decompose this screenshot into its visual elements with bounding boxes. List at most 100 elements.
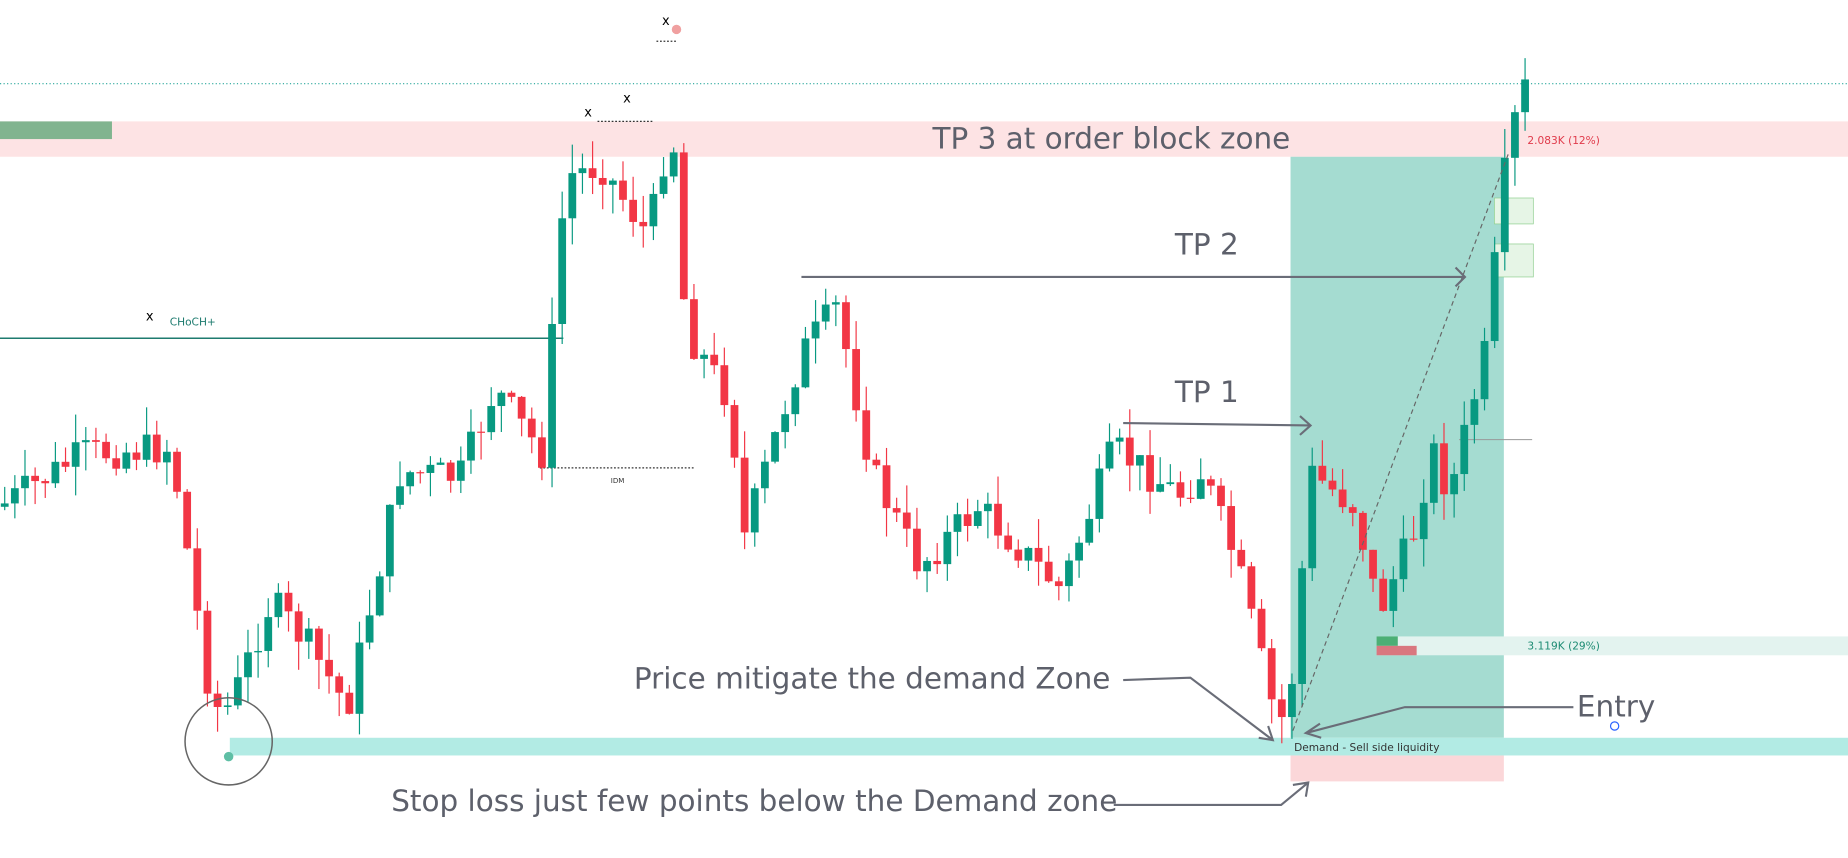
fvg-box	[1494, 243, 1534, 278]
candle-body	[558, 218, 567, 324]
candle-body	[892, 508, 901, 513]
candle-body	[497, 392, 506, 407]
candle-body	[548, 323, 556, 468]
candle-body	[375, 576, 384, 616]
annotation: Stop loss just few points below the Dema…	[391, 784, 1117, 818]
candle-body	[1044, 561, 1053, 582]
x-marker: x	[662, 14, 670, 29]
candle-body	[1511, 112, 1519, 158]
candle-body	[639, 221, 648, 227]
annotation: TP 1	[1174, 375, 1239, 409]
candle-body	[1379, 578, 1388, 611]
candle-body	[1409, 538, 1418, 540]
x-marker: x	[584, 106, 592, 121]
candle-body	[1034, 547, 1043, 562]
candle-body	[1004, 535, 1013, 550]
point	[671, 24, 682, 35]
candle-body	[1500, 157, 1509, 253]
candle-body	[659, 176, 668, 194]
candle-body	[487, 406, 496, 433]
candle-body	[831, 302, 840, 305]
candle-body	[730, 405, 739, 458]
candle-body	[264, 617, 273, 651]
candle-body	[1176, 482, 1185, 498]
candle-body	[1085, 518, 1094, 543]
candle-body	[1166, 482, 1175, 485]
candle-body	[304, 628, 313, 642]
candle-body	[953, 514, 962, 532]
candle-body	[588, 168, 597, 178]
candle-body	[1298, 568, 1306, 684]
candle-body	[1521, 79, 1529, 113]
candle-body	[102, 441, 110, 459]
candle-body	[669, 152, 678, 177]
candle-body	[132, 452, 141, 460]
candle-body	[771, 432, 779, 462]
candle-body	[811, 321, 820, 339]
annotation: TP 3 at order block zone	[931, 121, 1290, 155]
candle-body	[355, 642, 364, 714]
demand-zone	[229, 737, 1848, 756]
candle-body	[1470, 399, 1479, 425]
candle-body	[882, 465, 891, 509]
candle-body	[781, 414, 790, 433]
candle-body	[0, 503, 9, 507]
candle-body	[629, 199, 638, 222]
candle-body	[284, 592, 293, 612]
candle-body	[1024, 547, 1033, 561]
candle-body	[254, 650, 262, 653]
arrows	[801, 266, 1574, 807]
candle-body	[852, 349, 861, 411]
candle-body	[1318, 465, 1327, 481]
candle-body	[446, 462, 455, 481]
idm-label: IDM	[611, 476, 625, 485]
risk-band	[1376, 636, 1848, 656]
candle-body	[426, 464, 435, 473]
candle-body	[294, 611, 303, 642]
demand-label: Demand - Sell side liquidity	[1294, 742, 1439, 754]
candle-body	[578, 168, 587, 174]
candle-body	[1095, 468, 1104, 519]
x-marker: x	[146, 310, 154, 325]
candle-body	[821, 304, 830, 322]
candle-body	[568, 173, 577, 219]
candle-body	[456, 460, 465, 481]
candle-body	[41, 481, 50, 484]
candle-body	[740, 457, 749, 533]
candle-body	[1277, 699, 1286, 718]
candle-body	[710, 354, 719, 366]
candle-body	[477, 431, 485, 433]
stop-box	[1290, 755, 1504, 782]
structure-line	[539, 40, 696, 469]
candle-body	[1186, 497, 1195, 499]
candle-body	[791, 387, 800, 415]
choch-label: CHoCH+	[170, 316, 216, 328]
candle-body	[152, 434, 161, 463]
candle-body	[81, 440, 90, 443]
candle-body	[842, 302, 850, 350]
candle-body	[325, 659, 333, 677]
risk-marker	[1376, 645, 1417, 656]
candle-body	[902, 512, 911, 529]
candle-body	[1156, 484, 1165, 492]
candle-body	[416, 472, 425, 474]
candle-body	[31, 475, 40, 482]
candle-body	[315, 628, 323, 660]
candle-body	[122, 452, 131, 469]
candle-body	[923, 560, 931, 572]
annotation: TP 2	[1174, 228, 1239, 262]
candle-body	[1399, 538, 1408, 580]
candle-body	[933, 560, 942, 565]
candle-body	[193, 548, 202, 611]
candle-body	[649, 193, 658, 227]
candle-body	[1054, 581, 1063, 587]
candle-body	[1206, 479, 1215, 486]
risk-marker	[1376, 636, 1398, 646]
candle-body	[1338, 489, 1347, 508]
candle-body	[1227, 506, 1236, 550]
candle-body	[1115, 437, 1124, 442]
candle-body	[862, 410, 871, 460]
candle-body	[142, 434, 151, 460]
candle-body	[1267, 648, 1276, 700]
